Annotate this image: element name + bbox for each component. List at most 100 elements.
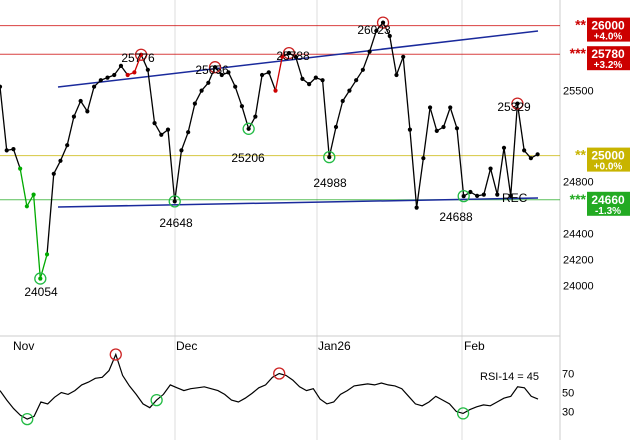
price-point	[320, 78, 325, 83]
price-segment	[53, 160, 62, 175]
price-segment	[26, 194, 35, 207]
price-point	[501, 145, 507, 150]
upper-trendline	[57, 30, 539, 88]
price-segment	[368, 30, 377, 52]
price-point	[112, 72, 117, 78]
price-segment	[66, 116, 75, 146]
price-point	[266, 70, 271, 75]
price-point	[340, 98, 345, 104]
price-point	[192, 101, 197, 106]
price-segment	[180, 131, 189, 151]
price-segment	[12, 148, 21, 169]
rec-marker-label: REC	[502, 191, 528, 205]
price-level-box: ** 25000+0.0%	[575, 147, 630, 173]
peak-label: 25788	[276, 49, 310, 63]
rsi-legend: RSI-14 = 45	[480, 371, 539, 383]
price-level-box: *** 24660-1.3%	[570, 191, 630, 217]
rsi-y-tick: 30	[562, 407, 574, 419]
level-stars: **	[575, 147, 586, 163]
price-point	[71, 114, 77, 119]
price-point	[522, 148, 527, 153]
price-point	[0, 84, 3, 89]
peak-label: 25329	[497, 100, 531, 114]
level-change: +4.0%	[594, 32, 623, 43]
price-point	[233, 84, 238, 89]
price-segment	[227, 72, 236, 87]
rsi-peak-marker	[109, 348, 122, 361]
price-segment	[442, 107, 451, 128]
peak-marker	[376, 16, 390, 29]
price-segment	[362, 51, 371, 71]
price-point	[307, 82, 312, 87]
price-point	[44, 252, 50, 257]
price-segment	[19, 168, 28, 207]
price-point	[239, 104, 245, 109]
price-segment	[489, 168, 498, 195]
price-segment	[194, 90, 203, 104]
price-segment	[59, 144, 68, 162]
price-segment	[167, 129, 176, 202]
price-segment	[274, 56, 283, 91]
price-point	[31, 192, 36, 197]
price-point	[179, 148, 184, 153]
price-point	[387, 33, 392, 39]
rsi-y-tick: 50	[562, 388, 574, 400]
price-point	[367, 49, 372, 54]
price-point	[172, 199, 177, 204]
level-change: +3.2%	[594, 60, 623, 71]
level-change: +0.0%	[594, 162, 623, 173]
price-point	[219, 72, 224, 78]
price-segment	[248, 116, 256, 130]
price-point	[327, 155, 332, 160]
price-point	[407, 127, 413, 132]
y-tick-label: 25500	[563, 86, 594, 98]
price-segment	[382, 22, 391, 37]
trough-marker	[34, 272, 47, 285]
price-segment	[429, 107, 438, 132]
rsi-trough-marker	[456, 407, 470, 420]
price-point	[226, 70, 231, 75]
price-segment	[234, 86, 243, 107]
price-point	[380, 20, 386, 25]
price-point	[300, 76, 305, 81]
price-point	[475, 193, 480, 198]
rsi-trough-marker	[21, 412, 34, 426]
price-point	[333, 124, 339, 130]
price-point	[374, 28, 379, 33]
price-segment	[254, 74, 263, 117]
trough-label: 24648	[159, 216, 193, 230]
price-point	[199, 88, 204, 93]
price-point	[468, 189, 473, 195]
trough-marker	[323, 151, 336, 164]
y-tick-label: 24400	[563, 229, 594, 241]
price-point	[159, 132, 164, 137]
price-point	[515, 101, 520, 106]
price-segment	[32, 194, 41, 279]
level-stars: **	[575, 17, 586, 33]
level-value: 25780	[591, 47, 625, 61]
price-segment	[46, 173, 55, 255]
price-point	[58, 158, 63, 163]
lower-trendline	[57, 197, 539, 208]
price-segment	[147, 69, 156, 124]
x-tick-label: Nov	[13, 339, 34, 353]
level-stars: ***	[570, 45, 587, 61]
price-point	[461, 194, 466, 199]
price-segment	[496, 147, 505, 195]
price-point	[441, 124, 446, 130]
peak-marker	[208, 61, 222, 74]
price-point	[125, 72, 130, 78]
price-segment	[241, 106, 250, 130]
peak-marker	[511, 97, 524, 110]
price-point	[354, 78, 359, 83]
price-point	[535, 152, 540, 157]
rsi-line	[0, 352, 539, 420]
price-point	[259, 72, 265, 78]
price-point	[65, 143, 70, 148]
level-value: 26000	[591, 19, 625, 33]
price-point	[132, 70, 137, 75]
price-segment	[268, 72, 277, 91]
price-point	[24, 204, 29, 209]
price-segment	[409, 129, 418, 208]
price-point	[11, 147, 16, 152]
